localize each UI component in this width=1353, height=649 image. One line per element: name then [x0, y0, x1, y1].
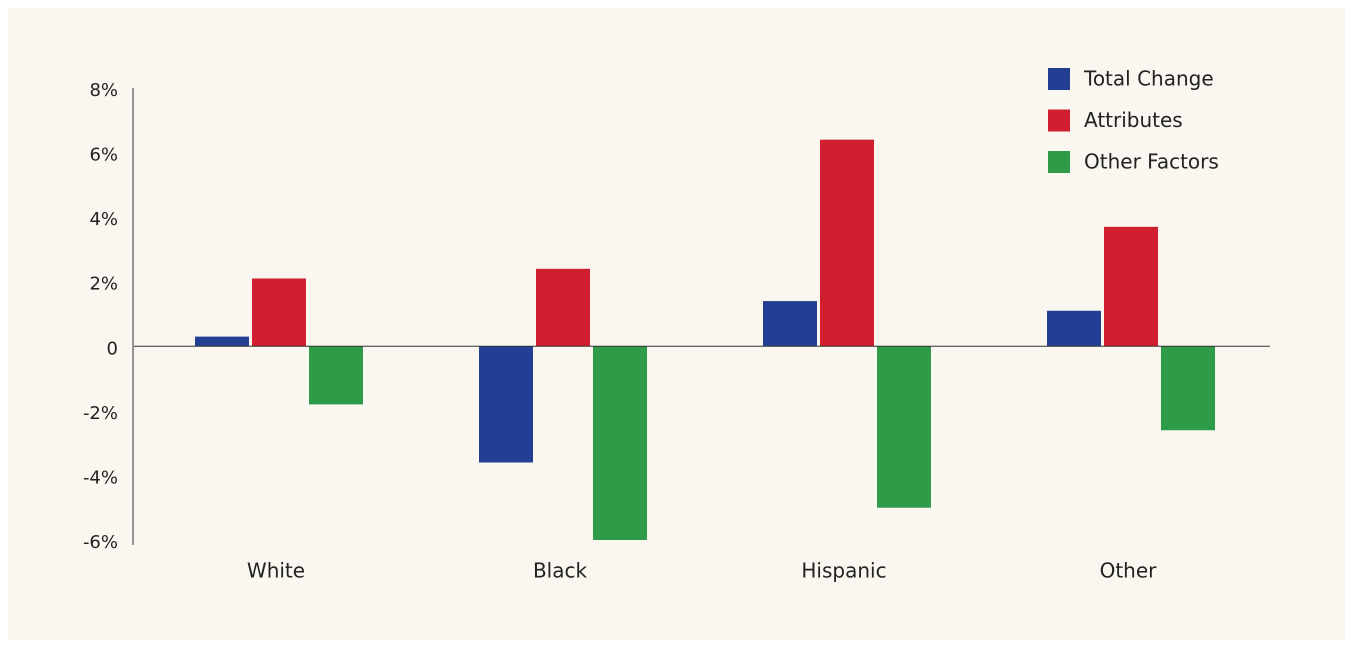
- y-tick-label: -2%: [83, 403, 118, 424]
- y-tick-label: 2%: [89, 274, 118, 295]
- x-tick-label: Other: [1100, 559, 1158, 583]
- bar: [1161, 346, 1215, 431]
- y-tick-label: -4%: [83, 467, 118, 488]
- bar: [593, 346, 647, 540]
- bar: [1104, 226, 1158, 347]
- x-tick-label: Hispanic: [801, 559, 886, 583]
- legend-swatch: [1048, 68, 1070, 90]
- bar: [252, 278, 306, 347]
- bar: [309, 346, 363, 405]
- legend-label: Total Change: [1083, 67, 1214, 91]
- y-tick-label: 6%: [89, 145, 118, 166]
- bar: [536, 268, 590, 347]
- legend-label: Attributes: [1084, 108, 1183, 132]
- x-tick-label: Black: [533, 559, 588, 583]
- y-tick-label: 0: [107, 338, 118, 359]
- y-tick-label: -6%: [83, 532, 118, 553]
- bar: [1047, 310, 1101, 347]
- legend-swatch: [1048, 109, 1070, 132]
- bar: [877, 346, 931, 508]
- y-tick-label: 4%: [89, 209, 118, 230]
- bar: [195, 336, 249, 347]
- bar: [820, 139, 874, 347]
- bar: [763, 301, 817, 347]
- legend-label: Other Factors: [1084, 150, 1219, 174]
- x-tick-label: White: [247, 559, 305, 583]
- legend-swatch: [1048, 151, 1070, 173]
- y-tick-label: 8%: [89, 80, 118, 101]
- bar: [479, 346, 533, 463]
